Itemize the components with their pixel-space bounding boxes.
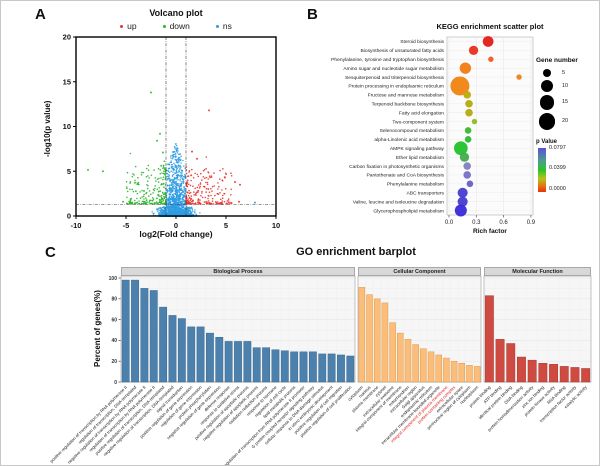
svg-text:Steroid biosynthesis: Steroid biosynthesis [400,39,444,45]
svg-text:-5: -5 [123,221,130,230]
svg-text:Selenocompound metabolism: Selenocompound metabolism [380,128,444,134]
p-value-gradient-bar [538,148,546,192]
legend-item-up: up [120,21,137,31]
facet-bars-0 [121,279,355,383]
facet-strip-molecular-function: Molecular Function [484,267,591,276]
svg-text:40: 40 [111,338,117,344]
volcano-title: Volcano plot [149,8,203,18]
gene-number-value: 5 [562,69,566,76]
svg-text:5: 5 [224,221,228,230]
svg-text:10: 10 [63,122,71,131]
svg-text:Valine, leucine and isoleucine: Valine, leucine and isoleucine degradati… [353,199,445,205]
svg-text:100: 100 [109,276,118,282]
svg-text:Phenylalanine, tyrosine and tr: Phenylalanine, tyrosine and tryptophan b… [331,57,444,63]
volcano-legend: up down ns [76,21,276,31]
legend-label-down: down [169,21,190,31]
legend-label-up: up [127,21,137,31]
svg-text:Carbon fixation in photosynthe: Carbon fixation in photosynthetic organi… [349,164,444,170]
gene-number-legend: 5 10 15 20 [538,67,568,131]
svg-text:20: 20 [111,359,117,365]
panel-b-label: B [307,6,318,23]
svg-text:Protein processing in endoplas: Protein processing in endoplasmic reticu… [348,84,444,90]
facet-strip-biological-process: Biological Process [121,267,355,276]
svg-text:Amino sugar and nucleotide sug: Amino sugar and nucleotide sugar metabol… [343,66,444,72]
svg-text:0.0: 0.0 [445,220,454,226]
legend-marker-down-icon [162,24,166,28]
svg-text:-10: -10 [71,221,82,230]
kegg-pathway-labels: Steroid biosynthesis Biosynthesis of unsa… [331,39,444,214]
svg-text:AMPK signaling pathway: AMPK signaling pathway [390,146,445,152]
facet-bars-1 [358,287,481,383]
svg-text:0.6: 0.6 [499,220,508,226]
kegg-xlabel: Rich factor [473,228,507,235]
svg-text:Two-component system: Two-component system [392,119,444,125]
p-value-legend-title: p Value [536,139,558,145]
svg-text:5: 5 [67,167,71,176]
kegg-grid [447,37,533,215]
svg-text:Sesquiterpenoid and triterpeno: Sesquiterpenoid and triterpenoid biosynt… [345,75,445,81]
gene-number-circle-icon [542,68,552,77]
kegg-bubbles [450,36,522,217]
down-points [87,91,167,205]
svg-text:Fatty acid elongation: Fatty acid elongation [399,110,444,116]
gene-number-circle-icon [538,112,556,130]
panel-a-label: A [35,6,46,23]
facet-strip-cellular-component: Cellular Component [358,267,481,276]
svg-text:0: 0 [174,221,178,230]
p-value-tick-label: 0.0000 [549,186,566,192]
svg-text:Terpenoid backbone biosynthesi: Terpenoid backbone biosynthesis [372,101,445,107]
gene-number-value: 15 [562,99,569,106]
svg-text:0.3: 0.3 [472,220,481,226]
p-value-tick-label: 0.0399 [549,165,566,171]
svg-text:Phenylalanine metabolism: Phenylalanine metabolism [387,182,444,188]
kegg-title: KEGG enrichment scatter plot [436,22,544,31]
kegg-panel-bg [446,36,534,216]
legend-marker-up-icon [120,24,124,28]
svg-text:0.9: 0.9 [527,220,536,226]
kegg-scatter-svg: Steroid biosynthesis Biosynthesis of unsa… [331,36,536,226]
svg-text:20: 20 [63,33,71,42]
svg-text:ABC transporters: ABC transporters [406,190,444,196]
gene-number-legend-item: 10 [538,78,568,93]
svg-text:80: 80 [111,297,117,303]
svg-text:Biosynthesis of unsaturated fa: Biosynthesis of unsaturated fatty acids [361,48,445,54]
gene-number-circle-icon [539,95,555,110]
svg-text:alpha-Linolenic acid metabolis: alpha-Linolenic acid metabolism [374,137,444,143]
gene-number-value: 20 [562,118,569,125]
gene-number-legend-title: Gene number [536,57,578,64]
gene-number-legend-item: 5 [538,67,568,78]
facet-bars-2 [484,295,591,383]
volcano-plot-svg: -10 -5 0 5 10 0 5 10 15 20 [63,33,281,230]
up-points [185,109,241,205]
go-barplot-svg: 0 20 40 60 80 100 positive regulation of trans… [49,275,592,465]
svg-text:0: 0 [114,380,117,386]
legend-item-ns: ns [215,21,232,31]
svg-text:regulation of transcription by: regulation of transcription by RNA polym… [88,385,156,453]
legend-marker-ns-icon [215,24,219,28]
svg-text:15: 15 [63,77,71,86]
p-value-tick-label: 0.0797 [549,145,566,151]
volcano-xlabel: log2(Fold change) [139,229,213,239]
svg-text:60: 60 [111,317,117,323]
legend-label-ns: ns [222,21,232,31]
svg-text:0: 0 [67,212,71,221]
svg-text:Fructose and mannose metabolis: Fructose and mannose metabolism [368,93,444,99]
legend-item-down: down [162,21,190,31]
gene-number-legend-item: 20 [538,111,568,131]
gene-number-legend-item: 15 [538,94,568,112]
go-barplot-title: GO enrichment barplot [296,246,416,258]
gene-number-circle-icon [540,79,553,92]
volcano-ylabel: -log10(p value) [43,100,52,158]
panel-c-label: C [45,244,56,261]
facet-bar-labels-0: positive regulation of transcription by … [49,384,353,465]
ns-points [151,143,256,217]
svg-text:Ether lipid metabolism: Ether lipid metabolism [396,155,444,161]
gene-number-value: 10 [562,82,569,89]
svg-text:10: 10 [272,221,280,230]
svg-text:Glycerophospholipid metabolism: Glycerophospholipid metabolism [373,208,444,214]
svg-text:Pantothenate and CoA biosynthe: Pantothenate and CoA biosynthesis [367,173,445,179]
